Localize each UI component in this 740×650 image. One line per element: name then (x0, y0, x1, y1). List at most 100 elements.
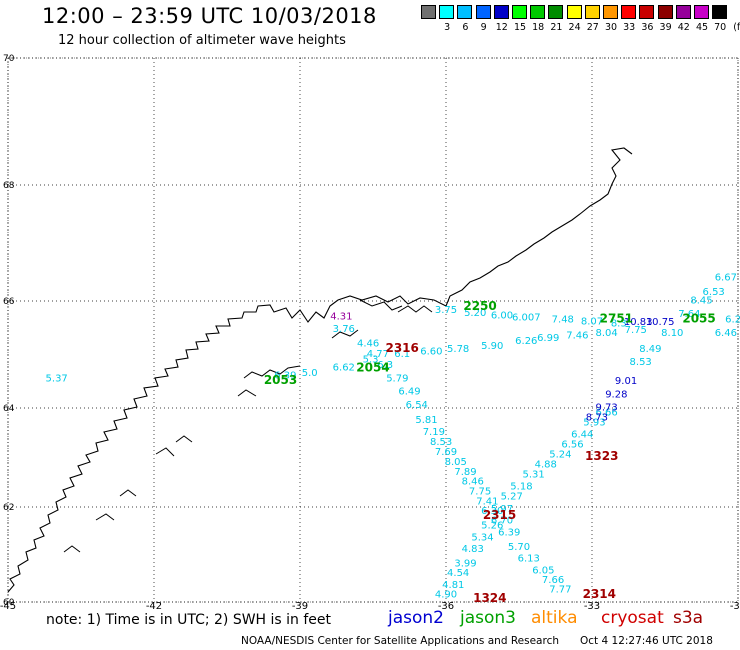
wave-height-value: 9.73 (595, 402, 617, 413)
pass-label: 1324 (473, 591, 506, 605)
legend-label: 18 (532, 22, 545, 33)
satellite-jason3: jason3 (460, 608, 516, 628)
credit-line: NOAA/NESDIS Center for Satellite Applica… (241, 635, 559, 647)
latitude-label: 64 (3, 404, 15, 414)
wave-height-value: 10.83 (624, 317, 653, 328)
wave-height-value: 7.75 (625, 325, 647, 336)
wave-height-value: 7.69 (435, 447, 457, 458)
wave-height-value: 5.90 (481, 341, 503, 352)
pass-label: 1323 (585, 449, 618, 463)
greenland-coastline (7, 147, 633, 593)
legend-label: 6 (462, 22, 469, 33)
wave-height-value: 5.70 (508, 542, 530, 553)
wave-height-value: 3.75 (435, 305, 457, 316)
wave-height-value: 6.30 (481, 506, 503, 517)
wave-height-value: 6.56 (561, 440, 583, 451)
wave-height-value: 7.75 (469, 487, 491, 498)
legend-label: 45 (695, 22, 709, 33)
legend-label: 12 (495, 22, 508, 33)
wave-height-value: 8.07 (581, 317, 603, 328)
wave-height-value: 7.66 (542, 575, 564, 586)
wave-height-value: 3.76 (333, 324, 355, 335)
legend-label: 15 (513, 22, 527, 33)
wave-height-value: 6.54 (406, 400, 428, 411)
latitude-label: 68 (3, 181, 15, 191)
satellite-altika: altika (531, 608, 578, 628)
wave-height-value: 6.44 (571, 430, 593, 441)
wave-height-value: 8.05 (445, 457, 467, 468)
wave-height-value: 4.77 (367, 349, 389, 360)
wave-height-value: 6.67 (715, 273, 737, 284)
wave-height-value: 6.53 (703, 287, 725, 298)
wave-height-value: 7.41 (476, 497, 498, 508)
wave-height-value: 6.70 (491, 516, 513, 527)
timestamp: Oct 4 12:27:46 UTC 2018 (580, 635, 713, 647)
wave-height-value: 4.88 (535, 459, 557, 470)
legend-label: 27 (586, 22, 599, 33)
wave-height-value: 6.00 (491, 311, 513, 322)
legend-swatch (512, 5, 527, 19)
legend-label: 21 (550, 22, 563, 33)
map-subtitle: 12 hour collection of altimeter wave hei… (58, 33, 346, 48)
wave-height-value: 5.0 (302, 368, 318, 379)
longitude-label: -36 (438, 601, 454, 612)
satellite-cryosat: cryosat (601, 608, 664, 628)
legend-swatch (439, 5, 455, 19)
legend-swatch (621, 5, 637, 19)
legend-label: 33 (623, 22, 636, 33)
legend-label: 42 (677, 22, 690, 33)
map-frame (7, 57, 739, 603)
wave-height-value: 5.24 (549, 450, 571, 461)
wave-height-value: 4.54 (447, 568, 469, 579)
pass-label: 2055 (682, 311, 715, 325)
wave-height-value: 6.007 (512, 312, 541, 323)
wave-height-value: 5.31 (522, 469, 544, 480)
wave-height-value: 5.97 (491, 504, 513, 515)
wave-height-value: 6.3 (377, 360, 393, 371)
wave-height-value: 6.99 (537, 333, 559, 344)
wave-height-value: 6.49 (398, 387, 420, 398)
legend-swatch (584, 5, 600, 19)
wave-height-value: 6.39 (498, 528, 520, 539)
coastline-path (7, 147, 633, 593)
longitude-label: -33 (584, 601, 600, 612)
wave-height-value: 5.26 (481, 520, 503, 531)
footer-note: note: 1) Time is in UTC; 2) SWH is in fe… (46, 612, 332, 628)
latitude-label: 62 (3, 503, 14, 513)
legend-swatch (639, 5, 655, 19)
pass-label: 2054 (356, 361, 389, 375)
wave-height-value: 5.81 (415, 415, 437, 426)
wave-height-value: 6.13 (518, 554, 540, 565)
longitude-label: -30 (730, 601, 740, 612)
wave-height-value: 8.53 (630, 357, 652, 368)
wave-height-value: 7.64 (678, 309, 700, 320)
wave-height-value: 6.2 (725, 314, 740, 325)
legend-swatch (566, 5, 582, 19)
legend-swatch (675, 5, 691, 19)
legend-swatch (475, 5, 491, 19)
graticule (7, 57, 739, 603)
wave-height-value: 6.26 (515, 336, 537, 347)
wave-height-value: 4.46 (357, 338, 379, 349)
coastline-islands (63, 299, 433, 553)
wave-height-value: 6.60 (420, 347, 442, 358)
wave-height-value: 7.89 (454, 467, 476, 478)
pass-labels: 2250 2316 2054 2053 2751 2055 1323 2315 1324 2314 (264, 299, 716, 605)
wave-height-value: 4.83 (462, 544, 484, 555)
satellite-jason2: jason2 (388, 608, 444, 628)
legend-swatch (603, 5, 618, 19)
legend-swatch (421, 5, 436, 19)
latitude-label: 66 (3, 297, 15, 307)
wave-height-value: 6.39 (274, 371, 296, 382)
pass-label: 2053 (264, 373, 297, 387)
wave-height-value: 8.45 (690, 296, 712, 307)
wave-height-value: 6.66 (595, 407, 617, 418)
longitude-label: -45 (0, 601, 16, 612)
wave-height-value: 8.46 (462, 477, 484, 488)
wave-height-value: 10.75 (646, 317, 675, 328)
wave-height-value: 5.34 (471, 532, 493, 543)
satellite-s3a: s3a (673, 608, 704, 628)
legend-swatch (530, 5, 546, 19)
wave-height-value: 5.20 (464, 308, 486, 319)
